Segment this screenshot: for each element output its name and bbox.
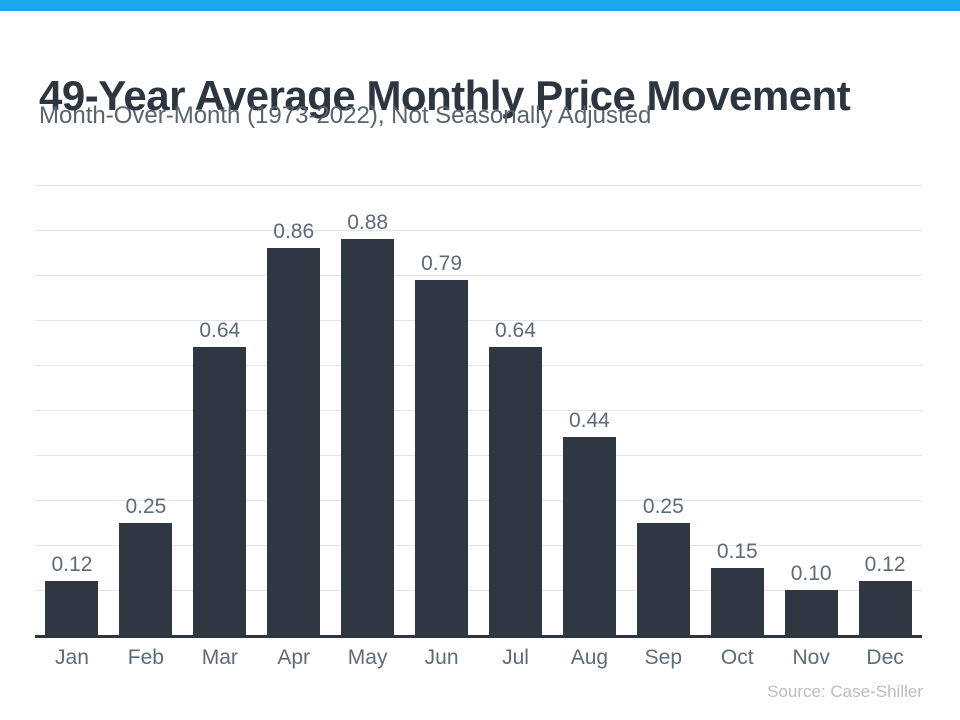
top-accent-bar (0, 0, 960, 11)
bar (858, 581, 912, 635)
bar (267, 248, 321, 635)
x-axis-label: Jan (55, 646, 89, 669)
x-axis-label: Feb (127, 646, 164, 669)
gridline (35, 275, 922, 276)
bar-value-label: 0.10 (790, 562, 832, 585)
bar (710, 567, 764, 635)
gridline (35, 365, 922, 366)
x-axis-label: Mar (201, 646, 238, 669)
bar-column: 0.88 (331, 185, 405, 635)
page-subtitle: Month-Over-Month (1973-2022), Not Season… (39, 102, 652, 129)
bar (193, 347, 247, 635)
gridline (35, 545, 922, 546)
page-title: 49-Year Average Monthly Price Movement (39, 72, 851, 120)
bar (636, 522, 690, 635)
bar-column: 0.64 (479, 185, 553, 635)
bar-value-label: 0.79 (421, 251, 462, 275)
bar-value-label: 0.64 (495, 319, 536, 342)
x-axis-labels: Jan Feb Mar Apr May Jun Jul Aug Sep Oct Nov Dec (35, 647, 922, 668)
gridline (35, 590, 922, 591)
x-axis-label: Jul (502, 646, 529, 669)
x-axis-label: Nov (792, 646, 830, 669)
bar-value-label: 0.44 (568, 409, 610, 432)
bar-column: 0.12 (35, 185, 109, 635)
gridline (35, 500, 922, 501)
bar-column: 0.10 (774, 185, 848, 635)
bar (415, 279, 469, 635)
bar (784, 590, 838, 635)
gridline (35, 185, 922, 186)
x-axis-label: Apr (277, 646, 311, 669)
bar (488, 347, 542, 635)
bar-value-label: 0.64 (199, 319, 241, 342)
bar-value-label: 0.25 (642, 494, 684, 518)
gridline (35, 455, 922, 456)
gridline (35, 410, 922, 411)
bar-value-label: 0.25 (125, 494, 167, 518)
x-axis-label: Jun (424, 646, 459, 669)
bar-column: 0.15 (700, 185, 774, 635)
bar-value-label: 0.12 (51, 553, 93, 576)
x-axis-label: Dec (866, 646, 904, 669)
x-axis-label: Oct (720, 646, 754, 669)
bar (341, 239, 395, 635)
bar-column: 0.64 (183, 185, 257, 635)
bar (562, 437, 616, 635)
bar-column: 0.79 (405, 185, 479, 635)
bar-value-label: 0.12 (864, 553, 906, 576)
gridline (35, 230, 922, 231)
x-axis-label: Aug (570, 646, 609, 669)
bar-value-label: 0.15 (716, 539, 758, 563)
bar-column: 0.86 (257, 185, 331, 635)
bar (119, 522, 173, 635)
x-axis-label: Sep (644, 646, 683, 669)
bar-value-label: 0.86 (273, 220, 315, 243)
chart-area: 0.12 0.25 0.64 0.86 0.88 0.79 0.64 0.44 0.25 0.15… (35, 185, 922, 638)
bar-column: 0.25 (109, 185, 183, 635)
bar-columns: 0.12 0.25 0.64 0.86 0.88 0.79 0.64 0.44 0.25 0.15… (35, 185, 922, 635)
bar-value-label: 0.88 (347, 211, 389, 234)
bar-column: 0.12 (848, 185, 922, 635)
bar-column: 0.25 (626, 185, 700, 635)
source-note: Source: Case-Shiller (767, 682, 923, 701)
bar (45, 581, 99, 635)
x-axis-label: May (347, 646, 388, 669)
bar-column: 0.44 (552, 185, 626, 635)
gridline (35, 320, 922, 321)
